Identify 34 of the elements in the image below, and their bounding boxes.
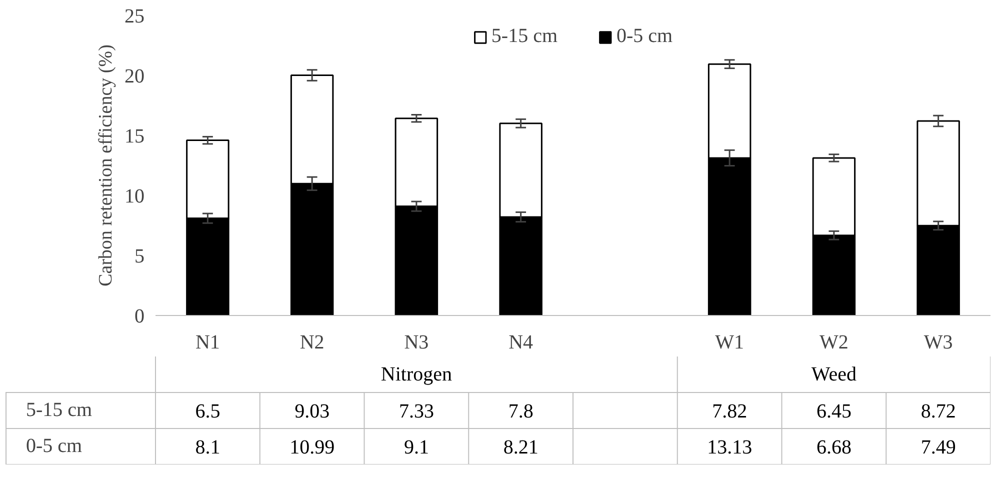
data-label: 8.21 bbox=[503, 436, 538, 458]
x-tick-label: W3 bbox=[924, 332, 953, 354]
data-label: 7.8 bbox=[508, 400, 534, 422]
text: 5-15 cm bbox=[26, 398, 92, 420]
y-tick-label: 15 bbox=[124, 126, 144, 148]
data-label: 9.1 bbox=[404, 436, 429, 458]
data-label: 8.72 bbox=[920, 400, 956, 422]
x-tick-label: N4 bbox=[508, 332, 534, 354]
data-label: 13.13 bbox=[707, 436, 752, 458]
x-tick-label: N3 bbox=[404, 332, 429, 354]
y-tick-label: 0 bbox=[134, 306, 144, 328]
x-tick-label: W2 bbox=[820, 332, 848, 354]
x-tick-label: N2 bbox=[300, 332, 324, 354]
text: Weed bbox=[811, 364, 856, 386]
data-label: 8.1 bbox=[195, 436, 220, 458]
data-label: 7.82 bbox=[712, 400, 748, 422]
data-label: 6.68 bbox=[816, 436, 852, 458]
y-tick-label: 10 bbox=[124, 186, 144, 208]
y-axis-title: Carbon retention efficiency (%) bbox=[96, 44, 116, 286]
y-tick-label: 25 bbox=[124, 6, 144, 28]
x-tick-label: N1 bbox=[195, 332, 220, 354]
data-label: 7.49 bbox=[920, 436, 956, 458]
legend-label: 5-15 cm bbox=[491, 25, 558, 48]
y-tick-label: 5 bbox=[134, 246, 144, 268]
data-label: 10.99 bbox=[290, 436, 335, 458]
text: 0-5 cm bbox=[26, 434, 82, 456]
legend-label: 0-5 cm bbox=[616, 25, 673, 48]
data-label: 9.03 bbox=[294, 400, 330, 422]
text: Nitrogen bbox=[380, 364, 452, 386]
data-label: 6.5 bbox=[195, 400, 220, 422]
data-label: 6.45 bbox=[816, 400, 852, 422]
x-tick-label: W1 bbox=[715, 332, 744, 354]
y-tick-label: 20 bbox=[124, 66, 144, 88]
data-label: 7.33 bbox=[398, 400, 434, 422]
